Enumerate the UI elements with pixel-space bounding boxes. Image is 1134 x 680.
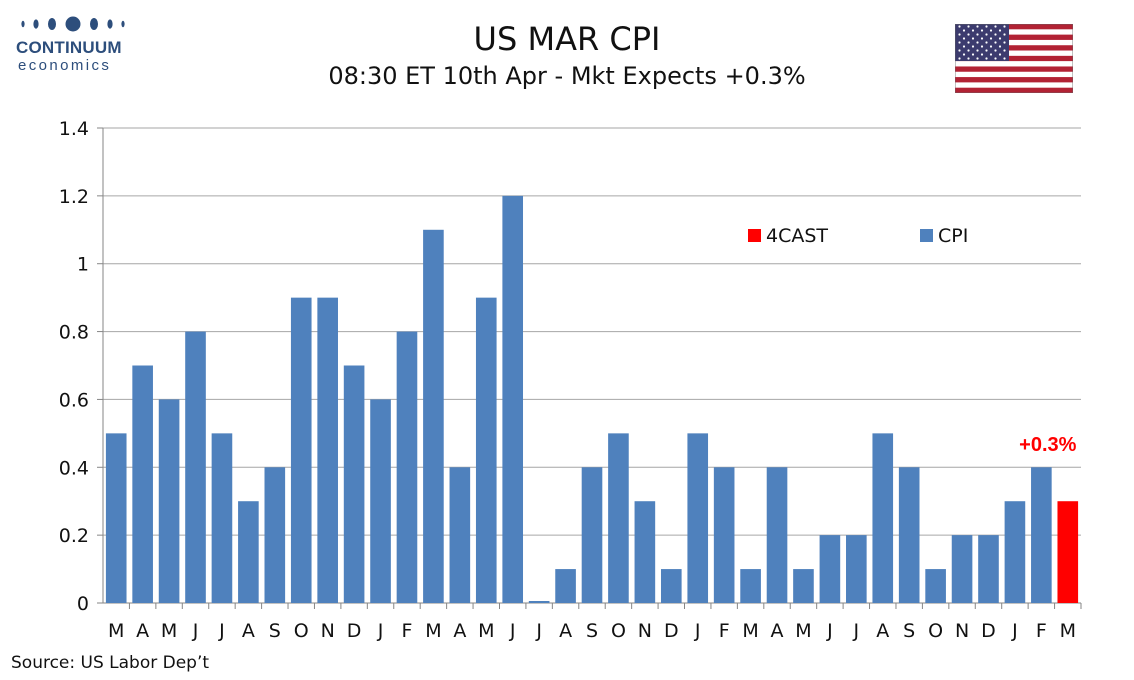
x-tick-label: J — [853, 620, 860, 642]
x-tick-label: S — [269, 620, 281, 642]
logo-dots-icon — [21, 16, 125, 32]
y-tick-label: 0.6 — [59, 389, 89, 411]
source-note: Source: US Labor Dep’t — [11, 653, 210, 673]
cpi-bar — [978, 535, 999, 603]
cpi-bar — [634, 501, 656, 603]
chart-title: US MAR CPI — [473, 20, 661, 58]
x-tick-label: J — [694, 620, 701, 642]
legend-label: 4CAST — [766, 225, 828, 247]
cpi-bar — [211, 433, 233, 603]
x-tick-label: A — [242, 620, 255, 642]
x-tick-label: F — [719, 620, 730, 642]
cpi-bar — [1031, 467, 1052, 603]
x-tick-label: S — [586, 620, 598, 642]
cpi-bar — [290, 297, 312, 603]
forecast-bar — [1057, 501, 1079, 603]
x-tick-label: M — [161, 620, 177, 642]
x-tick-label: D — [664, 620, 679, 642]
y-tick-label: 1.2 — [59, 186, 89, 208]
cpi-bar — [687, 433, 709, 603]
x-tick-label: N — [638, 620, 652, 642]
x-tick-label: J — [535, 620, 542, 642]
cpi-bar — [898, 467, 920, 603]
legend-swatch — [748, 229, 761, 242]
cpi-bar — [793, 569, 814, 603]
x-tick-label: A — [136, 620, 149, 642]
x-tick-label: O — [611, 620, 626, 642]
x-tick-label: J — [826, 620, 833, 642]
x-tick-label: O — [928, 620, 943, 642]
x-tick-label: S — [903, 620, 915, 642]
x-tick-label: M — [478, 620, 494, 642]
y-tick-label: 0 — [77, 593, 89, 615]
cpi-bar — [740, 569, 761, 603]
x-tick-label: M — [425, 620, 441, 642]
x-tick-label: D — [347, 620, 362, 642]
cpi-bar — [819, 535, 841, 603]
cpi-bar — [370, 399, 391, 603]
cpi-bar — [423, 229, 444, 604]
x-tick-label: A — [771, 620, 784, 642]
cpi-bar — [475, 297, 497, 603]
cpi-bar — [925, 569, 946, 603]
cpi-bar — [608, 433, 629, 603]
cpi-bar — [1004, 501, 1026, 603]
forecast-annotation: +0.3% — [1019, 434, 1076, 456]
x-tick-label: J — [509, 620, 516, 642]
cpi-bar — [766, 467, 788, 603]
cpi-bar — [502, 195, 524, 603]
y-tick-label: 0.2 — [59, 525, 89, 547]
x-tick-label: J — [192, 620, 199, 642]
cpi-bar — [846, 535, 867, 603]
cpi-bar — [238, 501, 259, 603]
cpi-bar — [343, 365, 365, 603]
x-tick-label: D — [981, 620, 996, 642]
cpi-bar — [872, 433, 894, 603]
x-tick-label: A — [453, 620, 466, 642]
cpi-bar — [317, 297, 338, 603]
x-tick-label: J — [377, 620, 384, 642]
cpi-bar — [264, 467, 286, 603]
y-tick-label: 0.4 — [59, 457, 89, 479]
logo-name: CONTINUUM — [16, 38, 122, 57]
cpi-bar — [449, 467, 471, 603]
y-tick-label: 1.4 — [59, 118, 89, 140]
legend-swatch — [920, 229, 933, 242]
x-tick-label: A — [876, 620, 889, 642]
cpi-bar — [713, 467, 735, 603]
cpi-bar — [951, 535, 973, 603]
cpi-bar — [185, 331, 206, 603]
us-flag-icon — [955, 24, 1073, 93]
cpi-bar — [105, 433, 127, 603]
continuum-logo: CONTINUUM economics — [14, 14, 144, 74]
cpi-bar — [132, 365, 153, 603]
cpi-bar — [660, 569, 682, 603]
cpi-bar — [396, 331, 418, 603]
x-tick-label: F — [402, 620, 413, 642]
x-tick-label: O — [294, 620, 309, 642]
cpi-bar — [158, 399, 180, 603]
cpi-bar — [555, 569, 576, 603]
y-tick-label: 0.8 — [59, 322, 89, 344]
x-tick-label: M — [108, 620, 124, 642]
y-tick-label: 1 — [77, 254, 89, 276]
x-tick-label: F — [1036, 620, 1047, 642]
x-tick-label: M — [1060, 620, 1076, 642]
x-tick-label: A — [559, 620, 572, 642]
legend-label: CPI — [938, 225, 968, 247]
x-tick-label: M — [742, 620, 758, 642]
x-tick-label: N — [321, 620, 335, 642]
logo-subtext: economics — [18, 57, 112, 74]
x-tick-label: J — [1011, 620, 1018, 642]
x-tick-label: J — [218, 620, 225, 642]
x-tick-label: M — [795, 620, 811, 642]
cpi-bar — [581, 467, 603, 603]
cpi-bar — [528, 601, 550, 603]
x-tick-label: N — [955, 620, 969, 642]
chart-subtitle: 08:30 ET 10th Apr - Mkt Expects +0.3% — [328, 62, 806, 90]
